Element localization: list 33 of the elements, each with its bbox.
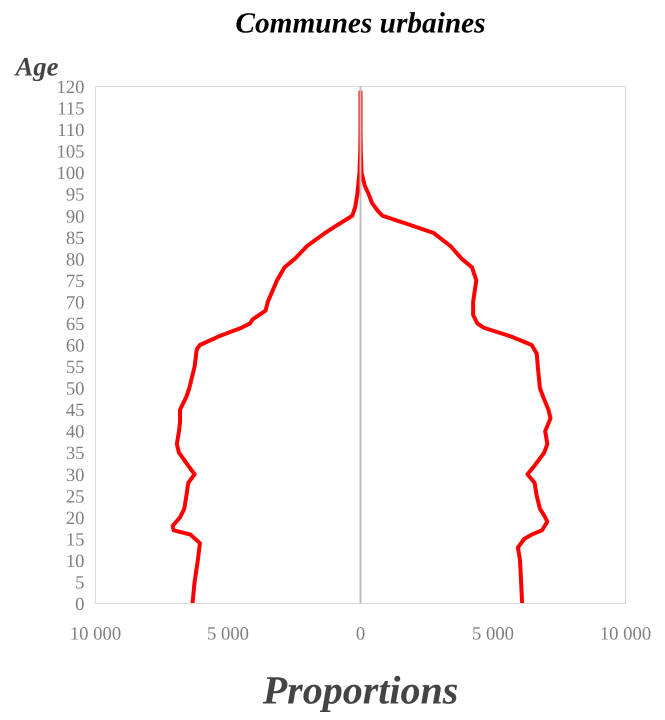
x-tick-label: 10 000 (600, 624, 652, 644)
x-tick-label: 5 000 (207, 624, 249, 644)
y-tick-label: 120 (56, 77, 84, 98)
y-tick-label: 20 (66, 508, 84, 529)
y-tick-label: 30 (66, 464, 84, 486)
y-tick-label: 85 (66, 228, 84, 249)
y-tick-label: 105 (56, 142, 84, 163)
y-tick-label: 45 (66, 400, 84, 422)
y-tick-label: 95 (66, 184, 84, 206)
y-tick-label: 50 (66, 378, 84, 400)
y-tick-label: 0 (75, 594, 84, 615)
chart-title: Communes urbaines (235, 8, 486, 40)
y-tick-label: 80 (66, 249, 84, 270)
x-tick-label: 5 000 (472, 624, 514, 644)
y-tick-label: 60 (66, 336, 84, 356)
y-tick-label: 90 (66, 206, 84, 228)
y-tick-label: 35 (66, 443, 84, 464)
x-axis-title: Proportions (262, 668, 458, 712)
y-tick-label: 115 (57, 98, 85, 120)
y-tick-label: 5 (75, 572, 84, 594)
y-tick-label: 25 (66, 486, 84, 508)
x-tick-label: 0 (356, 624, 366, 644)
x-tick-label: 10 000 (70, 624, 122, 644)
y-tick-label: 10 (66, 550, 84, 572)
y-tick-label: 100 (56, 163, 84, 184)
y-tick-label: 55 (66, 357, 84, 378)
y-tick-label: 40 (66, 422, 84, 443)
y-axis-title: Age (14, 52, 59, 82)
y-tick-label: 70 (66, 292, 84, 314)
y-tick-label: 75 (66, 270, 84, 292)
y-tick-label: 110 (57, 120, 85, 142)
y-tick-label: 65 (66, 314, 84, 335)
y-tick-label: 15 (66, 529, 84, 550)
